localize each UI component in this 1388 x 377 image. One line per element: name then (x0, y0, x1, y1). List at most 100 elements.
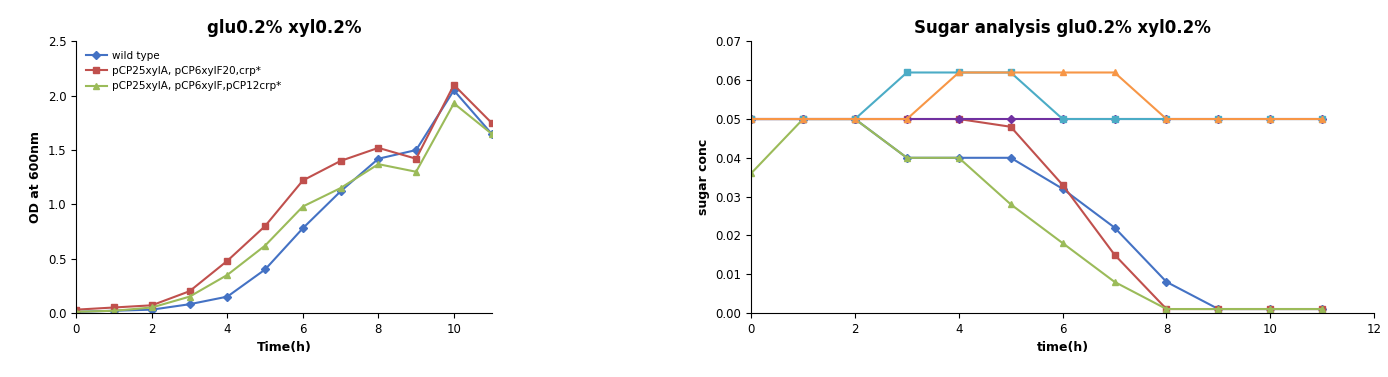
pCP25xylA, pCP6xylF20,pCP12crp*-xyl (1158, 117, 1174, 121)
wild type-glu (1055, 187, 1072, 191)
Line: pCP25xylA, pCP6xylF20,pCP12crp*-glu: pCP25xylA, pCP6xylF20,pCP12crp*-glu (748, 116, 1326, 312)
pCP25xylA, pCP6xylF20,pCP12crp*-glu (847, 117, 863, 121)
pCP25xylA, pCP6xylF20,crp*-glu (1158, 307, 1174, 311)
pCP25xylA, pCP6xylF20,pCP12crp*-xyl (743, 117, 759, 121)
Legend: wild type-glu, pCP25xylA, pCP6xylF20,crp*-glu, pCP25xylA, pCP6xylF20,pCP12crp*-g: wild type-glu, pCP25xylA, pCP6xylF20,crp… (1385, 130, 1388, 224)
pCP25xylA, pCP6xylF20,pCP12crp*-glu (898, 156, 915, 160)
pCP25xylA, pCP6xylF20,pCP12crp*-glu (1314, 307, 1331, 311)
Line: pCP25xylA, pCP6xylF20,pCP12crp*-xyl: pCP25xylA, pCP6xylF20,pCP12crp*-xyl (748, 69, 1326, 122)
pCP25xylA, pCP6xylF20,crp*-glu (847, 117, 863, 121)
wild type-xyl (1158, 117, 1174, 121)
pCP25xylA, pCP6xylF20,crp* (219, 259, 236, 263)
pCP25xylA, pCP6xylF20,crp*-xyl (1314, 117, 1331, 121)
pCP25xylA, pCP6xylF20,crp* (143, 303, 160, 308)
pCP25xylA, pCP6xylF,pCP12crp* (105, 308, 122, 313)
pCP25xylA, pCP6xylF20,crp*-xyl (1158, 117, 1174, 121)
pCP25xylA, pCP6xylF20,crp* (105, 305, 122, 310)
pCP25xylA, pCP6xylF20,pCP12crp*-glu (1158, 307, 1174, 311)
pCP25xylA, pCP6xylF20,pCP12crp*-xyl (1055, 70, 1072, 75)
Line: pCP25xylA, pCP6xylF20,crp*-xyl: pCP25xylA, pCP6xylF20,crp*-xyl (748, 69, 1326, 122)
pCP25xylA, pCP6xylF20,crp* (182, 289, 198, 293)
pCP25xylA, pCP6xylF20,crp*-glu (1210, 307, 1227, 311)
pCP25xylA, pCP6xylF20,pCP12crp*-glu (743, 171, 759, 176)
pCP25xylA, pCP6xylF20,crp* (371, 146, 387, 150)
wild type-glu (743, 117, 759, 121)
X-axis label: Time(h): Time(h) (257, 341, 311, 354)
pCP25xylA, pCP6xylF20,crp*-glu (1106, 253, 1123, 257)
pCP25xylA, pCP6xylF,pCP12crp* (408, 170, 425, 174)
wild type-xyl (1002, 117, 1019, 121)
wild type (68, 310, 85, 314)
pCP25xylA, pCP6xylF20,pCP12crp*-xyl (1106, 70, 1123, 75)
wild type-xyl (1106, 117, 1123, 121)
wild type (257, 267, 273, 272)
wild type-glu (1002, 156, 1019, 160)
wild type-xyl (898, 117, 915, 121)
pCP25xylA, pCP6xylF,pCP12crp* (143, 305, 160, 310)
pCP25xylA, pCP6xylF20,crp*-xyl (1262, 117, 1278, 121)
pCP25xylA, pCP6xylF20,crp*-xyl (795, 117, 812, 121)
pCP25xylA, pCP6xylF20,pCP12crp*-glu (1055, 241, 1072, 245)
pCP25xylA, pCP6xylF20,crp*-xyl (1002, 70, 1019, 75)
wild type-glu (1158, 280, 1174, 284)
pCP25xylA, pCP6xylF20,crp*-glu (1314, 307, 1331, 311)
wild type-xyl (1210, 117, 1227, 121)
pCP25xylA, pCP6xylF20,crp* (408, 156, 425, 161)
pCP25xylA, pCP6xylF20,crp*-xyl (898, 70, 915, 75)
pCP25xylA, pCP6xylF20,crp*-glu (1262, 307, 1278, 311)
pCP25xylA, pCP6xylF20,pCP12crp*-glu (1210, 307, 1227, 311)
pCP25xylA, pCP6xylF20,crp* (483, 121, 500, 125)
pCP25xylA, pCP6xylF20,pCP12crp*-xyl (1314, 117, 1331, 121)
wild type (143, 307, 160, 312)
pCP25xylA, pCP6xylF20,crp* (257, 224, 273, 228)
wild type-glu (795, 117, 812, 121)
pCP25xylA, pCP6xylF20,crp* (446, 83, 462, 87)
wild type-glu (1262, 307, 1278, 311)
wild type-xyl (951, 117, 967, 121)
pCP25xylA, pCP6xylF20,crp*-xyl (951, 70, 967, 75)
pCP25xylA, pCP6xylF20,crp*-xyl (847, 117, 863, 121)
wild type (332, 189, 348, 193)
pCP25xylA, pCP6xylF20,pCP12crp*-glu (1262, 307, 1278, 311)
wild type-glu (951, 156, 967, 160)
Line: pCP25xylA, pCP6xylF20,crp*-glu: pCP25xylA, pCP6xylF20,crp*-glu (748, 116, 1326, 312)
pCP25xylA, pCP6xylF20,crp*-glu (795, 117, 812, 121)
wild type-glu (847, 117, 863, 121)
wild type-xyl (847, 117, 863, 121)
wild type-xyl (1262, 117, 1278, 121)
wild type (182, 302, 198, 307)
pCP25xylA, pCP6xylF20,crp*-glu (1055, 183, 1072, 187)
Line: wild type: wild type (74, 87, 494, 315)
X-axis label: time(h): time(h) (1037, 341, 1088, 354)
pCP25xylA, pCP6xylF20,crp*-glu (898, 117, 915, 121)
pCP25xylA, pCP6xylF20,pCP12crp*-glu (1106, 280, 1123, 284)
pCP25xylA, pCP6xylF20,pCP12crp*-xyl (898, 117, 915, 121)
pCP25xylA, pCP6xylF20,pCP12crp*-xyl (795, 117, 812, 121)
pCP25xylA, pCP6xylF20,crp*-xyl (1055, 117, 1072, 121)
pCP25xylA, pCP6xylF,pCP12crp* (446, 101, 462, 106)
pCP25xylA, pCP6xylF20,crp* (68, 307, 85, 312)
pCP25xylA, pCP6xylF20,pCP12crp*-glu (951, 156, 967, 160)
wild type-xyl (1314, 117, 1331, 121)
pCP25xylA, pCP6xylF,pCP12crp* (332, 186, 348, 190)
Y-axis label: sugar conc: sugar conc (697, 139, 709, 215)
pCP25xylA, pCP6xylF20,crp*-glu (743, 117, 759, 121)
Line: pCP25xylA, pCP6xylF20,crp*: pCP25xylA, pCP6xylF20,crp* (74, 82, 494, 313)
pCP25xylA, pCP6xylF,pCP12crp* (182, 294, 198, 299)
wild type (408, 148, 425, 152)
Line: wild type-glu: wild type-glu (748, 116, 1326, 312)
pCP25xylA, pCP6xylF20,pCP12crp*-xyl (1210, 117, 1227, 121)
Legend: wild type, pCP25xylA, pCP6xylF20,crp*, pCP25xylA, pCP6xylF,pCP12crp*: wild type, pCP25xylA, pCP6xylF20,crp*, p… (82, 47, 285, 95)
wild type-xyl (1055, 117, 1072, 121)
pCP25xylA, pCP6xylF20,crp*-xyl (743, 117, 759, 121)
wild type-glu (1106, 225, 1123, 230)
pCP25xylA, pCP6xylF20,pCP12crp*-xyl (951, 70, 967, 75)
pCP25xylA, pCP6xylF20,pCP12crp*-xyl (847, 117, 863, 121)
pCP25xylA, pCP6xylF20,crp*-xyl (1106, 117, 1123, 121)
pCP25xylA, pCP6xylF,pCP12crp* (294, 204, 311, 209)
pCP25xylA, pCP6xylF,pCP12crp* (219, 273, 236, 277)
wild type-xyl (743, 117, 759, 121)
wild type-glu (1210, 307, 1227, 311)
pCP25xylA, pCP6xylF20,pCP12crp*-xyl (1262, 117, 1278, 121)
pCP25xylA, pCP6xylF20,crp* (332, 159, 348, 163)
